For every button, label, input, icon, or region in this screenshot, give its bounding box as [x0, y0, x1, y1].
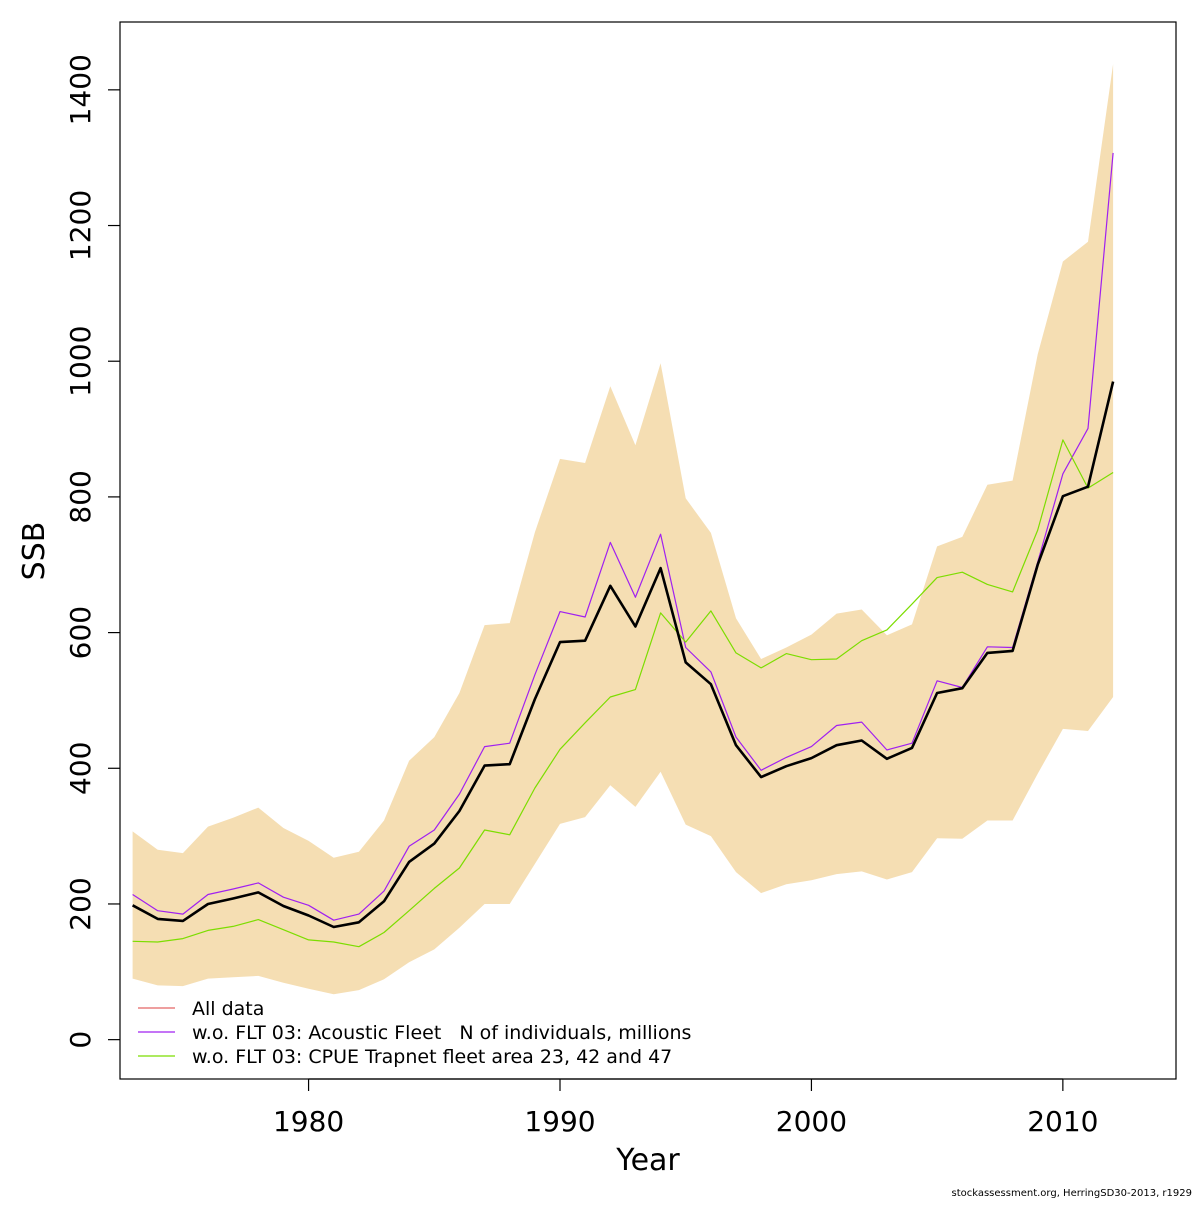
y-tick-label: 400 — [64, 742, 97, 795]
y-tick-label: 800 — [64, 470, 97, 523]
legend-label: All data — [192, 998, 264, 1020]
legend-label: w.o. FLT 03: Acoustic Fleet N of individ… — [192, 1022, 691, 1044]
series-line-3 — [132, 439, 1114, 948]
series-line-1 — [131, 381, 1115, 929]
y-tick-label: 1000 — [64, 326, 97, 397]
x-tick-label: 1990 — [524, 1105, 595, 1138]
y-tick-label: 1200 — [64, 190, 97, 261]
y-tick-label: 0 — [64, 1031, 97, 1049]
y-tick-label: 200 — [64, 877, 97, 930]
y-axis: 0 200 400 600 800 1000 1200 1400 — [64, 54, 120, 1049]
x-tick-label: 2000 — [776, 1105, 847, 1138]
y-tick-label: 1400 — [64, 54, 97, 125]
footer-credit: stockassessment.org, HerringSD30-2013, r… — [951, 1188, 1192, 1199]
series-layer — [131, 152, 1115, 948]
confidence-band — [132, 64, 1114, 995]
y-axis-title: SSB — [17, 522, 52, 581]
legend-label: w.o. FLT 03: CPUE Trapnet fleet area 23,… — [192, 1046, 672, 1068]
series-line-2 — [132, 152, 1114, 921]
y-tick-label: 600 — [64, 606, 97, 659]
x-axis: 1980 1990 2000 2010 — [273, 1078, 1098, 1138]
x-tick-label: 1980 — [273, 1105, 344, 1138]
x-tick-label: 2010 — [1027, 1105, 1098, 1138]
confidence-band-layer — [132, 64, 1114, 995]
x-axis-title: Year — [615, 1143, 680, 1178]
